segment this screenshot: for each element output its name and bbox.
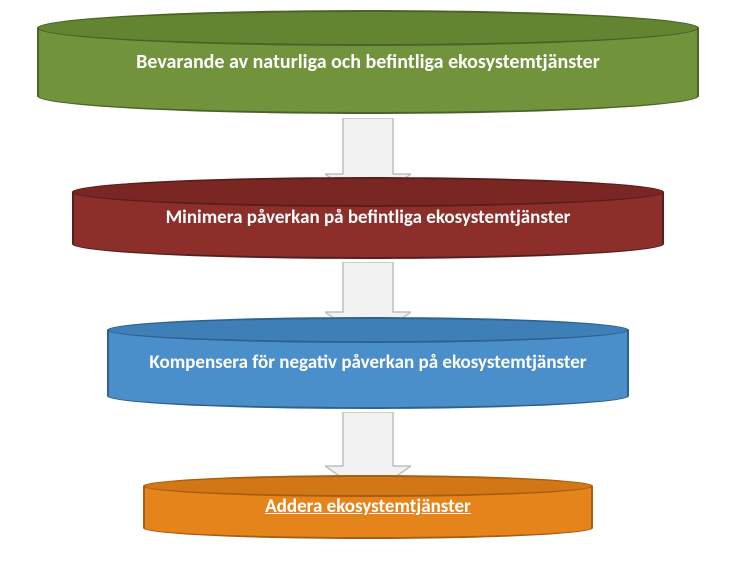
cylinder-label-preserve: Bevarande av naturliga och befintliga ek… — [37, 28, 699, 96]
cylinder-label-add: Addera ekosystemtjänster — [143, 486, 593, 528]
cylinder-label-minimize: Minimera påverkan på befintliga ekosyste… — [72, 192, 664, 244]
diagram-container: Bevarande av naturliga och befintliga ek… — [0, 0, 736, 575]
cylinder-label-compensate: Kompensera för negativ påverkan på ekosy… — [107, 330, 629, 396]
